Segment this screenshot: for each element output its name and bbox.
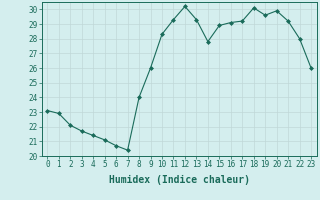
- X-axis label: Humidex (Indice chaleur): Humidex (Indice chaleur): [109, 175, 250, 185]
